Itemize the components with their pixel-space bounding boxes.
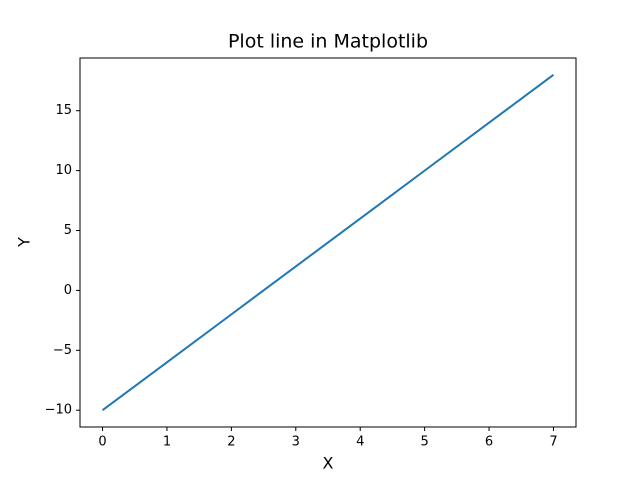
x-tick-label: 6 <box>485 435 493 450</box>
x-tick-label: 4 <box>356 435 364 450</box>
x-tick-label: 7 <box>549 435 557 450</box>
x-tick-label: 5 <box>420 435 428 450</box>
chart-title: Plot line in Matplotlib <box>228 31 428 53</box>
y-tick-label: −5 <box>53 343 72 358</box>
x-tick-label: 0 <box>98 435 106 450</box>
y-tick-label: 5 <box>64 223 72 238</box>
x-tick-label: 1 <box>163 435 171 450</box>
y-tick-label: 10 <box>55 163 72 178</box>
data-line <box>101 73 555 412</box>
y-tick-label: 15 <box>55 103 72 118</box>
plot-frame <box>79 57 577 428</box>
y-tick-label: −10 <box>45 403 72 418</box>
y-tick-label: 0 <box>64 283 72 298</box>
x-tick-label: 3 <box>292 435 300 450</box>
x-axis-label: X <box>323 454 334 473</box>
y-axis-label: Y <box>15 237 34 248</box>
x-tick-label: 2 <box>227 435 235 450</box>
